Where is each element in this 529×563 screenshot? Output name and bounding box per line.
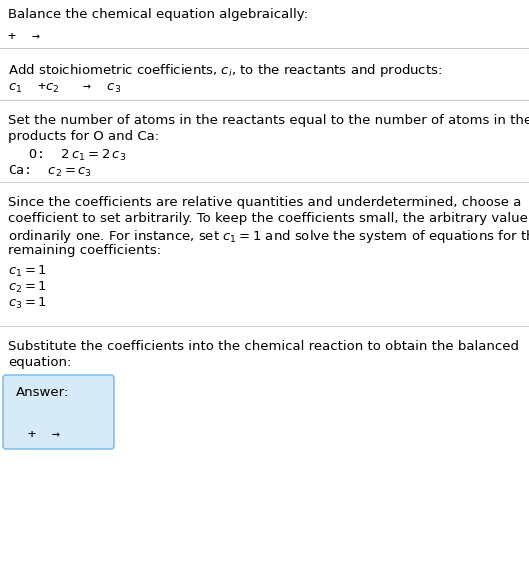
Text: coefficient to set arbitrarily. To keep the coefficients small, the arbitrary va: coefficient to set arbitrarily. To keep … bbox=[8, 212, 529, 225]
Text: remaining coefficients:: remaining coefficients: bbox=[8, 244, 161, 257]
Text: Balance the chemical equation algebraically:: Balance the chemical equation algebraica… bbox=[8, 8, 308, 21]
Text: Answer:: Answer: bbox=[16, 386, 69, 399]
Text: Add stoichiometric coefficients, $c_i$, to the reactants and products:: Add stoichiometric coefficients, $c_i$, … bbox=[8, 62, 442, 79]
Text: Since the coefficients are relative quantities and underdetermined, choose a: Since the coefficients are relative quan… bbox=[8, 196, 522, 209]
Text: +  →: + → bbox=[28, 428, 60, 441]
Text: Set the number of atoms in the reactants equal to the number of atoms in the: Set the number of atoms in the reactants… bbox=[8, 114, 529, 127]
Text: Ca:  $c_2 = c_3$: Ca: $c_2 = c_3$ bbox=[8, 164, 92, 179]
Text: Substitute the coefficients into the chemical reaction to obtain the balanced: Substitute the coefficients into the che… bbox=[8, 340, 519, 353]
Text: +  →: + → bbox=[8, 30, 40, 43]
Text: ordinarily one. For instance, set $c_1 = 1$ and solve the system of equations fo: ordinarily one. For instance, set $c_1 =… bbox=[8, 228, 529, 245]
Text: $c_2 = 1$: $c_2 = 1$ bbox=[8, 280, 47, 295]
Text: $c_1$  +$c_2$   →  $c_3$: $c_1$ +$c_2$ → $c_3$ bbox=[8, 82, 121, 95]
Text: $c_1 = 1$: $c_1 = 1$ bbox=[8, 264, 47, 279]
Text: O:  $2\,c_1 = 2\,c_3$: O: $2\,c_1 = 2\,c_3$ bbox=[13, 148, 126, 163]
Text: $c_3 = 1$: $c_3 = 1$ bbox=[8, 296, 47, 311]
Text: equation:: equation: bbox=[8, 356, 71, 369]
Text: products for O and Ca:: products for O and Ca: bbox=[8, 130, 159, 143]
FancyBboxPatch shape bbox=[3, 375, 114, 449]
